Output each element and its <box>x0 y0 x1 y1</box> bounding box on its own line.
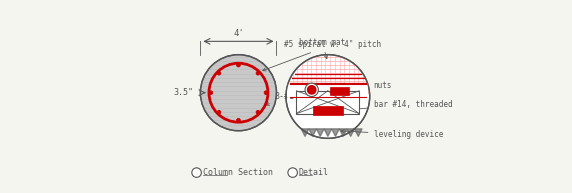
Text: #5 spiral w. 4" pitch: #5 spiral w. 4" pitch <box>263 40 381 71</box>
Text: bar #14, threaded: bar #14, threaded <box>341 100 452 112</box>
Bar <box>329 87 349 95</box>
Polygon shape <box>347 129 355 136</box>
Circle shape <box>237 118 240 122</box>
Bar <box>313 106 343 115</box>
Polygon shape <box>332 129 339 136</box>
Polygon shape <box>301 129 309 136</box>
Circle shape <box>308 86 316 94</box>
Text: Column Section: Column Section <box>202 168 273 177</box>
Bar <box>287 84 368 97</box>
Circle shape <box>288 168 297 177</box>
Text: leveling device: leveling device <box>341 130 443 139</box>
Circle shape <box>237 63 240 67</box>
Text: Detail: Detail <box>299 168 329 177</box>
Polygon shape <box>309 129 316 136</box>
Circle shape <box>209 91 213 95</box>
Text: 8-#14: 8-#14 <box>266 92 300 105</box>
Text: nuts: nuts <box>352 81 392 93</box>
Circle shape <box>264 91 268 95</box>
Polygon shape <box>324 129 332 136</box>
Circle shape <box>192 168 201 177</box>
Polygon shape <box>339 129 347 136</box>
Circle shape <box>200 55 276 131</box>
Circle shape <box>256 110 260 114</box>
Circle shape <box>305 83 319 96</box>
Bar <box>296 91 359 114</box>
Text: A: A <box>194 168 199 177</box>
Text: bottom mat: bottom mat <box>299 38 345 59</box>
Circle shape <box>286 55 370 138</box>
Text: B: B <box>290 168 295 177</box>
Polygon shape <box>316 129 324 136</box>
Text: 4': 4' <box>233 30 244 38</box>
Circle shape <box>217 71 221 75</box>
Circle shape <box>217 110 221 114</box>
Text: 3.5": 3.5" <box>174 88 194 97</box>
Circle shape <box>256 71 260 75</box>
Polygon shape <box>355 129 362 136</box>
